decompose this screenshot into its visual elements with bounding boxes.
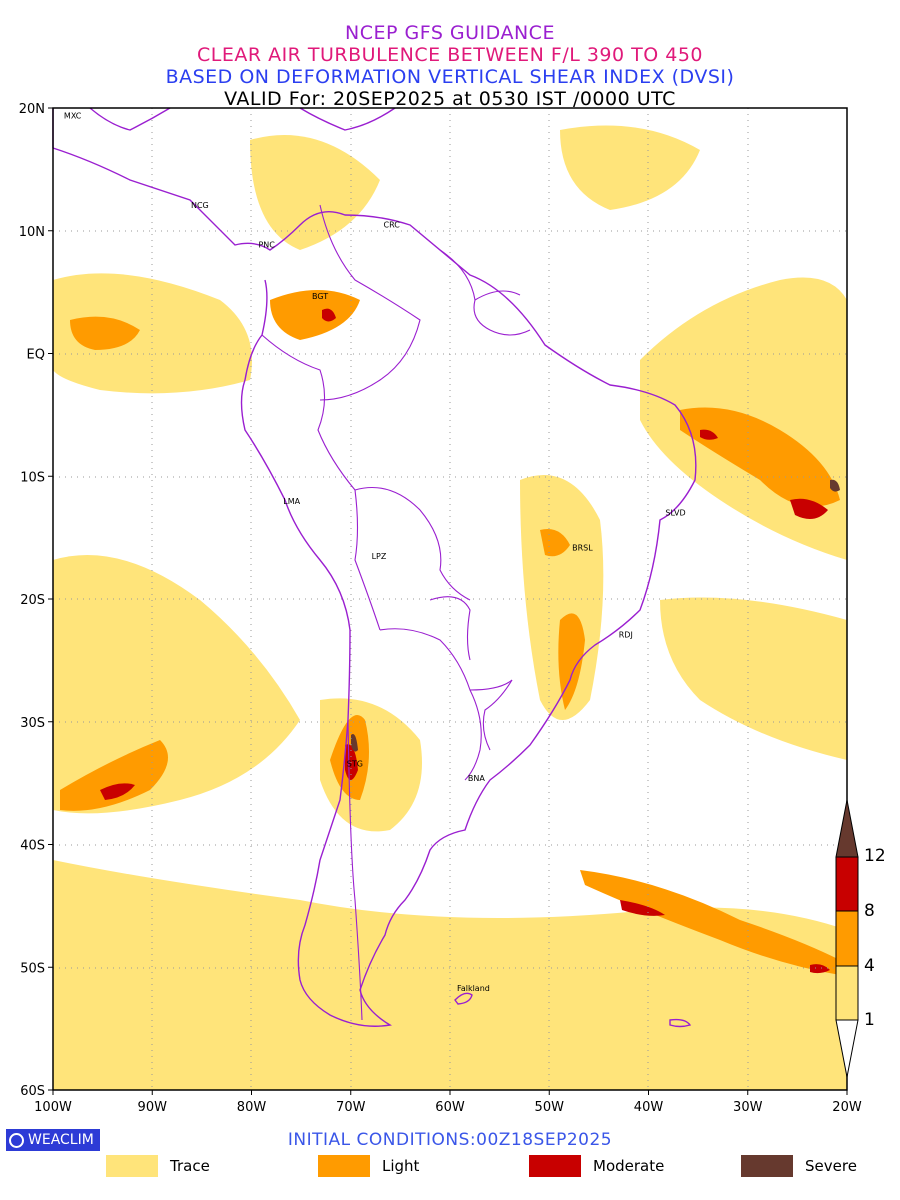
station-label: NCG: [191, 201, 209, 210]
station-label: CRC: [384, 221, 401, 230]
longitude-labels: 100W 90W 80W 70W 60W 50W 40W 30W 20W: [34, 1090, 862, 1115]
lon-tick-label: 30W: [733, 1100, 763, 1115]
lat-tick-label: 20S: [20, 593, 45, 608]
lat-tick-label: 30S: [20, 716, 45, 731]
colorbar-level-12: 12: [864, 846, 886, 866]
legend-swatch-severe: [741, 1155, 793, 1177]
legend-label-light: Light: [382, 1157, 420, 1175]
title-line-1: NCEP GFS GUIDANCE: [345, 22, 555, 44]
legend-swatch-light: [318, 1155, 370, 1177]
station-label: SLVD: [665, 509, 685, 518]
lon-tick-label: 60W: [435, 1100, 465, 1115]
colorbar-level-1: 1: [864, 1010, 875, 1030]
lon-tick-label: 20W: [832, 1100, 862, 1115]
brand-text: WEACLIM: [28, 1132, 94, 1148]
lon-tick-label: 100W: [34, 1100, 72, 1115]
valid-time-line: VALID For: 20SEP2025 at 0530 IST /0000 U…: [224, 88, 676, 110]
lon-tick-label: 50W: [535, 1100, 565, 1115]
station-label: RDJ: [619, 631, 633, 640]
legend-swatch-trace: [106, 1155, 158, 1177]
station-label: BGT: [312, 292, 328, 301]
legend-moderate: Moderate: [529, 1155, 664, 1177]
lon-tick-label: 90W: [138, 1100, 168, 1115]
severe-regions: [351, 479, 840, 752]
station-label: PNC: [258, 240, 275, 249]
legend-label-moderate: Moderate: [593, 1157, 665, 1175]
lat-tick-label: 10S: [20, 470, 45, 485]
colorbar-level-4: 4: [864, 956, 875, 976]
initial-conditions: INITIAL CONDITIONS:00Z18SEP2025: [287, 1130, 613, 1150]
lat-tick-label: 50S: [20, 961, 45, 976]
weaclim-brand: WEACLIM: [6, 1129, 100, 1151]
legend-trace: Trace: [106, 1155, 210, 1177]
legend-label-severe: Severe: [805, 1157, 857, 1175]
grid-lines: [53, 108, 847, 1090]
station-label: LMA: [283, 497, 300, 506]
colorbar-none-cap: [835, 1019, 859, 1078]
lon-tick-label: 40W: [634, 1100, 664, 1115]
lon-tick-label: 70W: [336, 1100, 366, 1115]
legend-swatch-moderate: [529, 1155, 581, 1177]
lat-tick-label: EQ: [27, 348, 45, 363]
station-label: STG: [347, 759, 363, 768]
colorbar: [835, 799, 859, 1078]
title-line-3: BASED ON DEFORMATION VERTICAL SHEAR INDE…: [165, 66, 735, 88]
colorbar-moderate: [835, 856, 859, 912]
latitude-labels: 20N 10N EQ 10S 20S 30S 40S 50S 60S: [19, 102, 53, 1099]
station-labels: MXC NCG PNC CRC BGT LMA LPZ BRSL SLVD RDJ STG BNA Fa…: [64, 111, 686, 993]
lat-tick-label: 20N: [19, 102, 45, 117]
lat-tick-label: 60S: [20, 1084, 45, 1099]
legend-light: Light: [318, 1155, 419, 1177]
title-line-2: CLEAR AIR TURBULENCE BETWEEN F/L 390 TO …: [196, 44, 704, 66]
station-label: MXC: [64, 111, 82, 120]
lon-tick-label: 80W: [237, 1100, 267, 1115]
lat-tick-label: 10N: [19, 225, 45, 240]
colorbar-light: [835, 910, 859, 967]
station-label: LPZ: [372, 552, 387, 561]
station-label: Falkland: [457, 984, 490, 993]
colorbar-trace: [835, 965, 859, 1021]
colorbar-level-8: 8: [864, 901, 875, 921]
weaclim-logo-icon: [9, 1132, 24, 1148]
station-label: BRSL: [572, 543, 593, 552]
station-label: BNA: [468, 774, 485, 783]
legend-label-trace: Trace: [170, 1157, 210, 1175]
legend-severe: Severe: [741, 1155, 857, 1177]
lat-tick-label: 40S: [20, 839, 45, 854]
country-borders: [261, 204, 531, 1021]
